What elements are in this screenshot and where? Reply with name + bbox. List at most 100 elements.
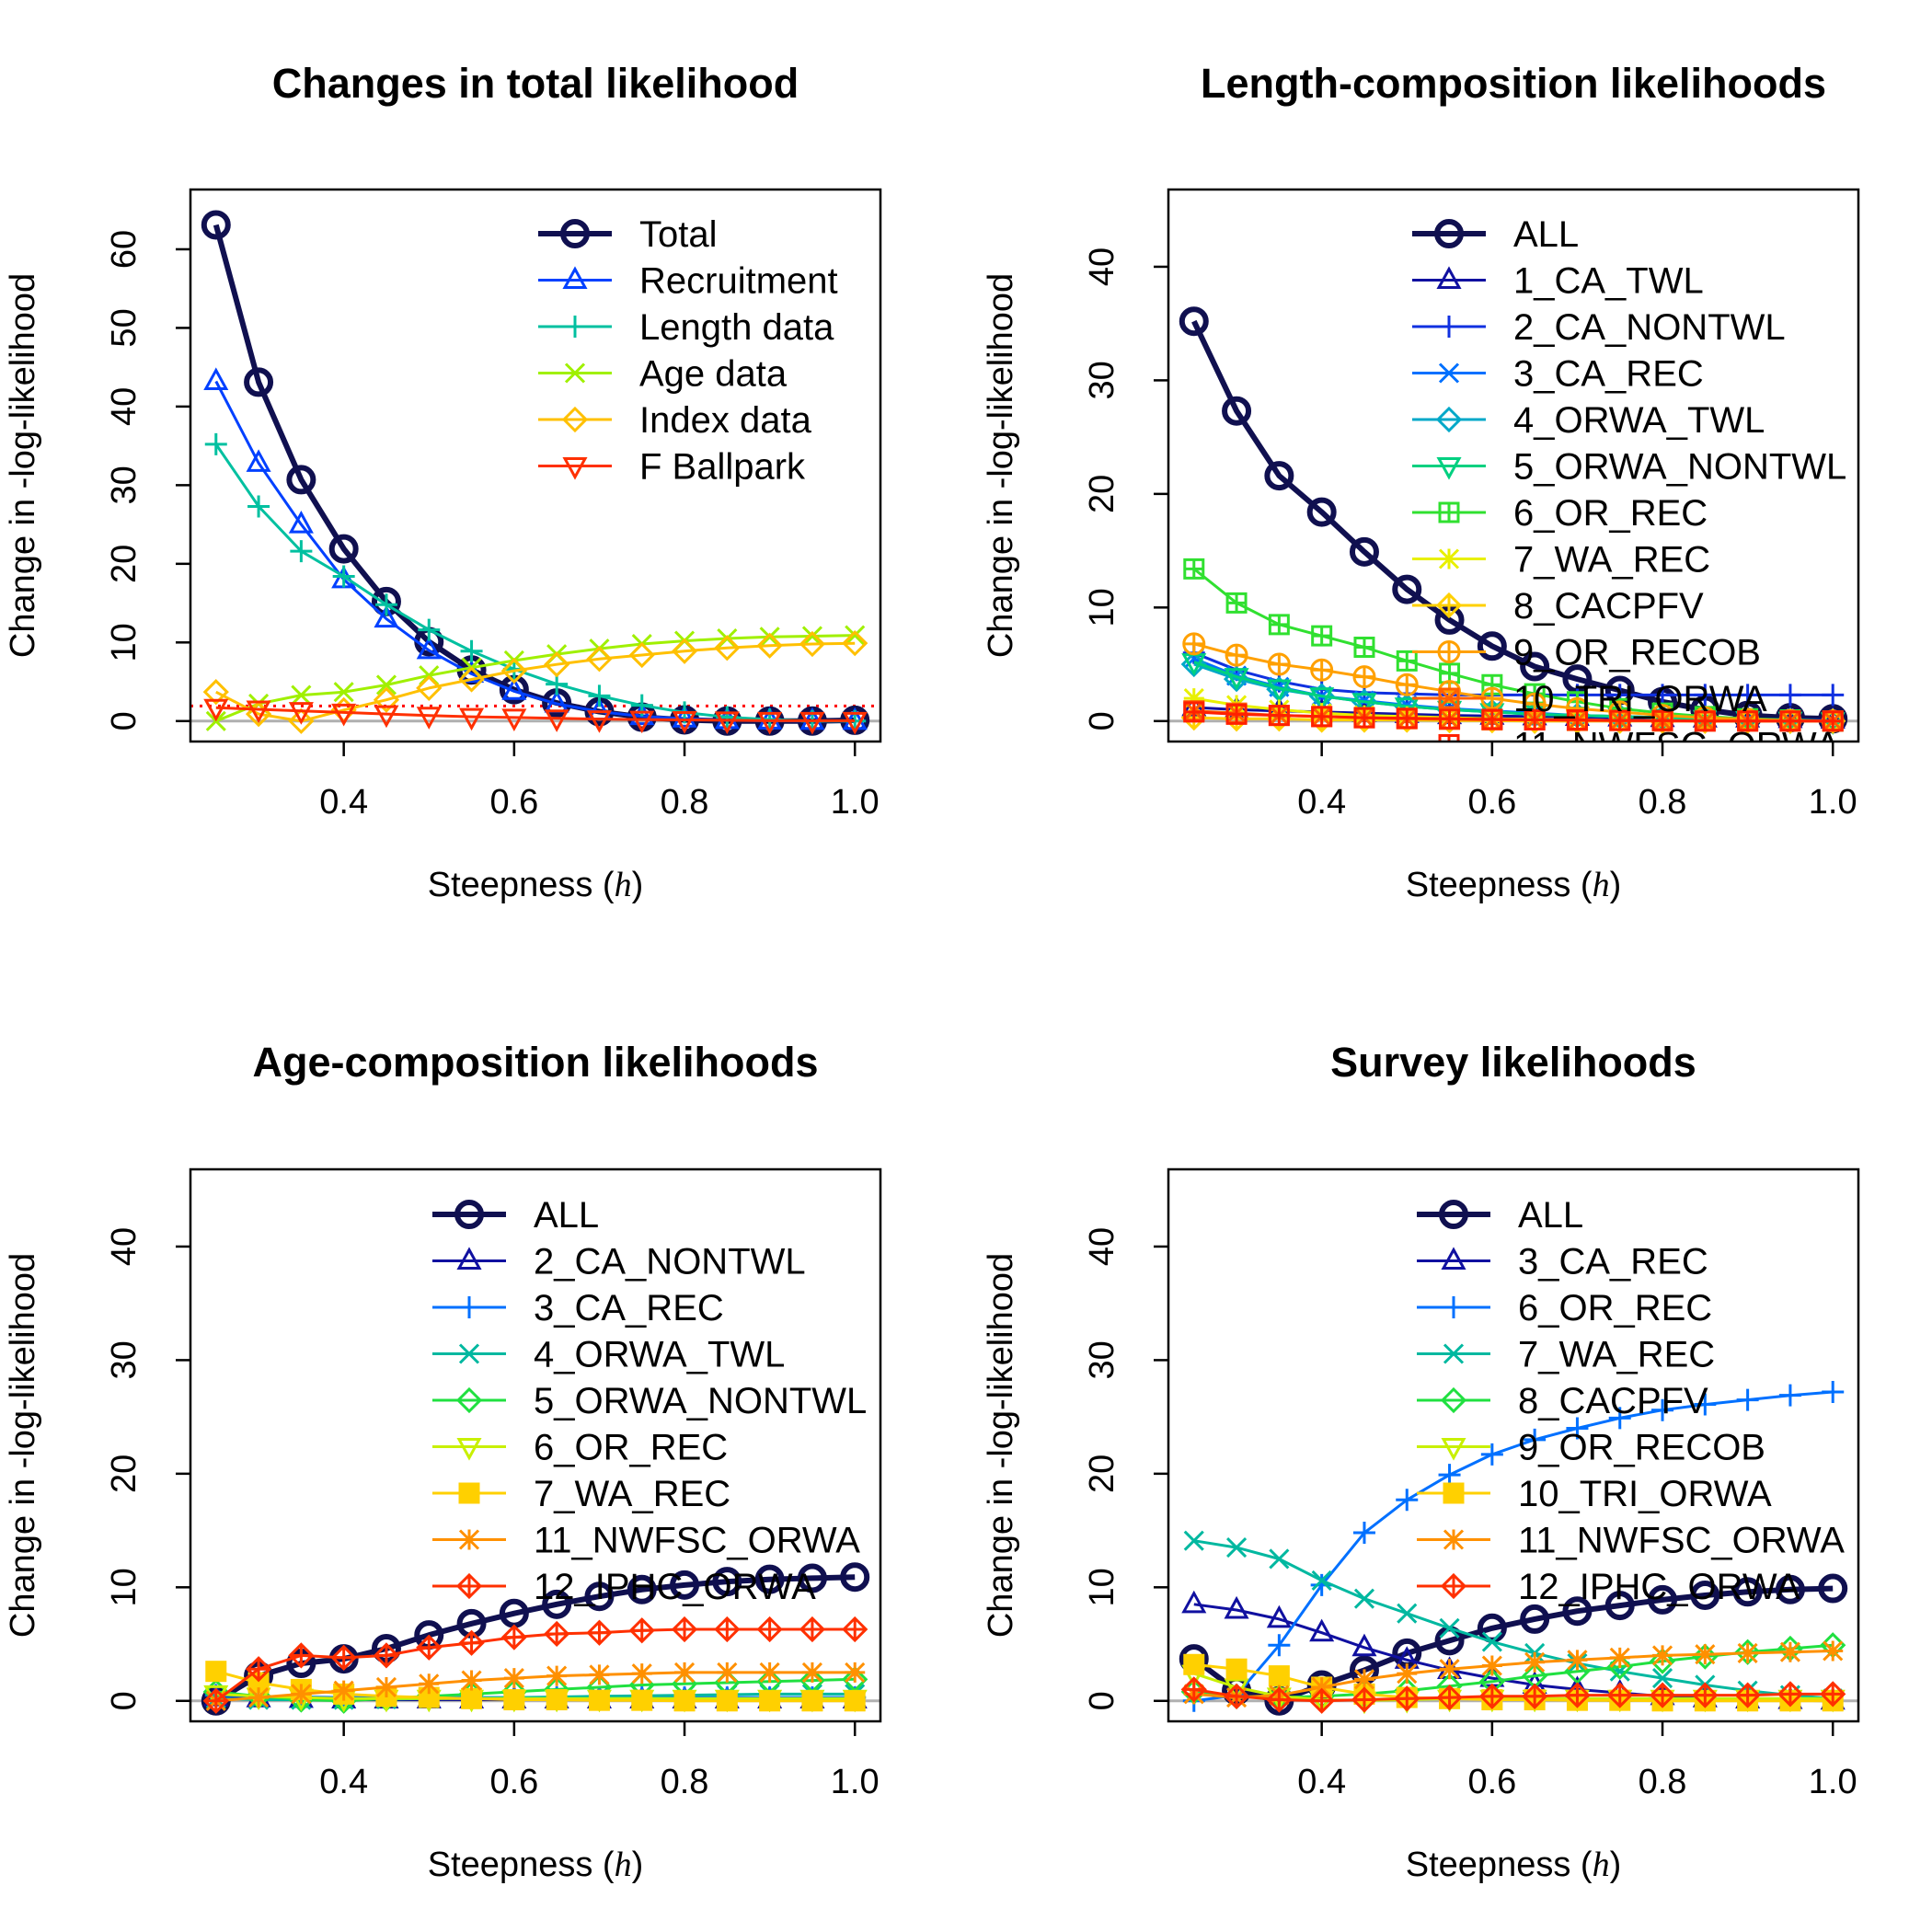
data-point (458, 1629, 485, 1656)
data-point (1562, 1596, 1593, 1627)
legend-marker (1440, 1386, 1467, 1414)
data-point (1439, 1617, 1460, 1639)
data-point (1520, 651, 1550, 682)
legend-label: 2_CA_NONTWL (534, 1242, 806, 1282)
series-line (215, 1671, 856, 1703)
y-tick-label: 20 (105, 1455, 144, 1493)
legend-item: 6_OR_REC (1412, 493, 1708, 534)
x-tick-label: 0.8 (661, 783, 709, 822)
legend-label: 9_OR_RECOB (1513, 633, 1761, 673)
data-point (845, 625, 866, 646)
data-point (1309, 1618, 1335, 1642)
data-point (1694, 1393, 1717, 1416)
data-point (1564, 1682, 1591, 1708)
data-point (544, 1620, 570, 1648)
legend-marker (1443, 1343, 1465, 1364)
data-point (288, 1642, 315, 1669)
data-point (246, 449, 271, 472)
data-point (1477, 631, 1507, 661)
legend-label: 3_CA_REC (534, 1288, 724, 1328)
y-tick-label: 10 (1083, 1568, 1121, 1606)
y-tick-label: 0 (1083, 1691, 1121, 1710)
series-line (1191, 319, 1834, 722)
legend-marker (1438, 687, 1460, 709)
y-axis-label: Change in -log-likelihood (982, 1253, 1020, 1638)
series-line (1193, 710, 1834, 723)
plot-frame (1167, 1167, 1860, 1723)
data-point (1566, 709, 1588, 731)
legend-marker (1438, 362, 1460, 384)
data-point (503, 1689, 525, 1711)
x-tick-label: 0.6 (489, 783, 538, 822)
legend-item: Age data (538, 354, 788, 395)
legend-item: Total (538, 214, 718, 255)
legend-label: 12_IPHC_ORWA (534, 1567, 816, 1607)
data-point (373, 686, 400, 713)
data-point (375, 1676, 397, 1698)
legend-label: 11_NWFSC_ORWA (534, 1521, 860, 1561)
data-point (1567, 1650, 1588, 1671)
series-line (1193, 651, 1834, 696)
data-point (1779, 710, 1801, 732)
legend-item: 11_NWFSC_ORWA (1438, 726, 1840, 742)
data-point (1225, 703, 1248, 725)
data-point (801, 1690, 823, 1712)
data-point (1823, 1640, 1844, 1662)
data-point (756, 1616, 783, 1643)
series-line (1193, 1650, 1834, 1699)
data-point (1266, 1604, 1292, 1628)
data-point (1736, 1388, 1759, 1411)
plot-frame (189, 1167, 882, 1723)
data-point (1606, 1682, 1633, 1708)
data-point (672, 710, 697, 734)
chart-panel-1: Changes in total likelihood Total Recruitm… (4, 60, 882, 904)
data-point (205, 1661, 227, 1683)
y-tick-label: 30 (105, 1340, 144, 1379)
data-point (1182, 632, 1206, 656)
data-point (1395, 673, 1419, 696)
data-point (801, 626, 822, 647)
data-point (416, 707, 442, 730)
data-point (1225, 1658, 1248, 1680)
legend-label: Recruitment (639, 261, 838, 302)
series-line (215, 641, 856, 723)
plot-area: Total Recruitment Length data Age data Index… (190, 210, 880, 736)
series-line (1192, 1585, 1834, 1704)
data-point (1520, 1604, 1550, 1634)
series-line (215, 634, 856, 723)
data-point (416, 1634, 443, 1661)
legend-item: 9_OR_RECOB (1417, 1428, 1765, 1468)
data-point (1737, 710, 1759, 732)
data-point (1609, 709, 1631, 731)
data-point (759, 627, 780, 648)
y-tick-label: 30 (105, 466, 144, 504)
series-line (214, 443, 856, 723)
chart-title: Length-composition likelihoods (1201, 60, 1826, 107)
legend-marker (1437, 640, 1461, 663)
y-tick-label: 30 (1083, 1340, 1121, 1379)
y-tick-label: 20 (105, 545, 144, 583)
data-point (1179, 306, 1209, 337)
data-point (418, 618, 441, 641)
data-point (631, 1663, 652, 1685)
data-point (670, 1570, 700, 1600)
data-point (328, 534, 359, 564)
legend-item: 2_CA_NONTWL (1412, 307, 1786, 348)
data-point (799, 711, 825, 735)
data-point (1266, 1686, 1293, 1713)
data-point (1478, 1683, 1505, 1709)
x-axis-label: Steepness (h) (1406, 866, 1621, 904)
data-point (672, 705, 697, 728)
data-point (503, 1668, 524, 1689)
data-point (286, 465, 316, 495)
data-point (245, 1656, 272, 1683)
y-tick-label: 10 (105, 1568, 144, 1606)
data-point (1269, 1548, 1290, 1570)
legend-label: Total (639, 214, 718, 255)
data-point (460, 639, 483, 662)
data-point (754, 1564, 785, 1594)
data-point (1438, 1464, 1461, 1487)
legend-item: ALL (1417, 1195, 1583, 1236)
legend-label: ALL (1513, 214, 1579, 255)
data-point (1651, 709, 1673, 731)
